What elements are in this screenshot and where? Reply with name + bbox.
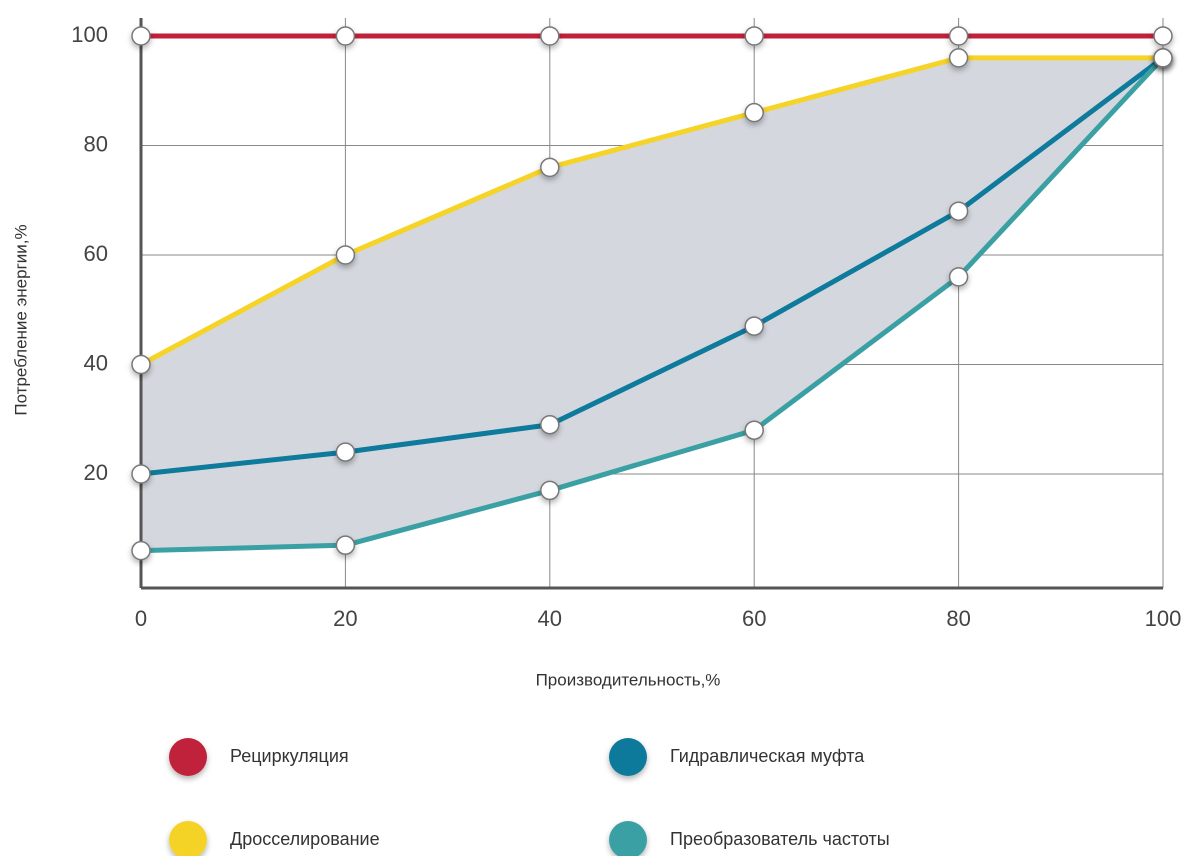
y-tick-label: 60 — [84, 241, 108, 266]
legend-label: Рециркуляция — [230, 746, 349, 766]
legend-swatch — [609, 738, 647, 776]
legend-label: Гидравлическая муфта — [670, 746, 865, 766]
data-point — [948, 48, 969, 68]
data-point — [1153, 26, 1173, 46]
data-point — [1153, 48, 1173, 68]
x-tick-label: 0 — [135, 606, 147, 631]
y-tick-label: 80 — [84, 131, 108, 156]
data-point — [131, 26, 151, 46]
data-point — [540, 26, 560, 46]
legend-swatch — [169, 738, 207, 776]
labels: Производительность,% Потребление энергии… — [11, 22, 1181, 856]
x-axis-label: Производительность,% — [536, 670, 721, 689]
series-line — [140, 55, 1165, 477]
axes — [139, 18, 1163, 590]
data-point — [131, 540, 151, 561]
y-axis-label: Потребление энергии,% — [11, 224, 30, 415]
data-point — [540, 414, 560, 435]
data-point — [744, 420, 764, 440]
area — [141, 57, 1163, 551]
data-point — [744, 26, 764, 46]
data-point — [131, 354, 151, 375]
data-point — [948, 26, 969, 46]
x-tick-label: 100 — [1145, 606, 1182, 631]
data-point — [335, 26, 356, 46]
data-point — [335, 535, 356, 555]
data-point — [540, 157, 560, 178]
y-tick-label: 20 — [84, 460, 108, 485]
legend-label: Дросселирование — [230, 829, 380, 849]
legend-label: Преобразователь частоты — [670, 829, 890, 849]
data-point — [131, 464, 151, 484]
x-tick-label: 60 — [742, 606, 766, 631]
shaded-band — [141, 57, 1163, 551]
y-tick-label: 100 — [71, 22, 108, 47]
data-point — [335, 245, 356, 265]
data-point — [540, 480, 560, 501]
data-point — [744, 316, 764, 336]
y-tick-label: 40 — [84, 350, 108, 375]
data-point — [948, 267, 969, 287]
data-point — [744, 102, 764, 123]
series-line — [139, 55, 1163, 367]
legend-swatch — [169, 821, 207, 856]
series-line — [140, 56, 1165, 554]
lines — [131, 26, 1173, 561]
legend-swatch — [609, 821, 647, 856]
x-tick-label: 20 — [333, 606, 357, 631]
data-point — [335, 442, 356, 462]
x-tick-label: 80 — [946, 606, 970, 631]
x-tick-label: 40 — [538, 606, 562, 631]
data-point — [948, 201, 969, 221]
